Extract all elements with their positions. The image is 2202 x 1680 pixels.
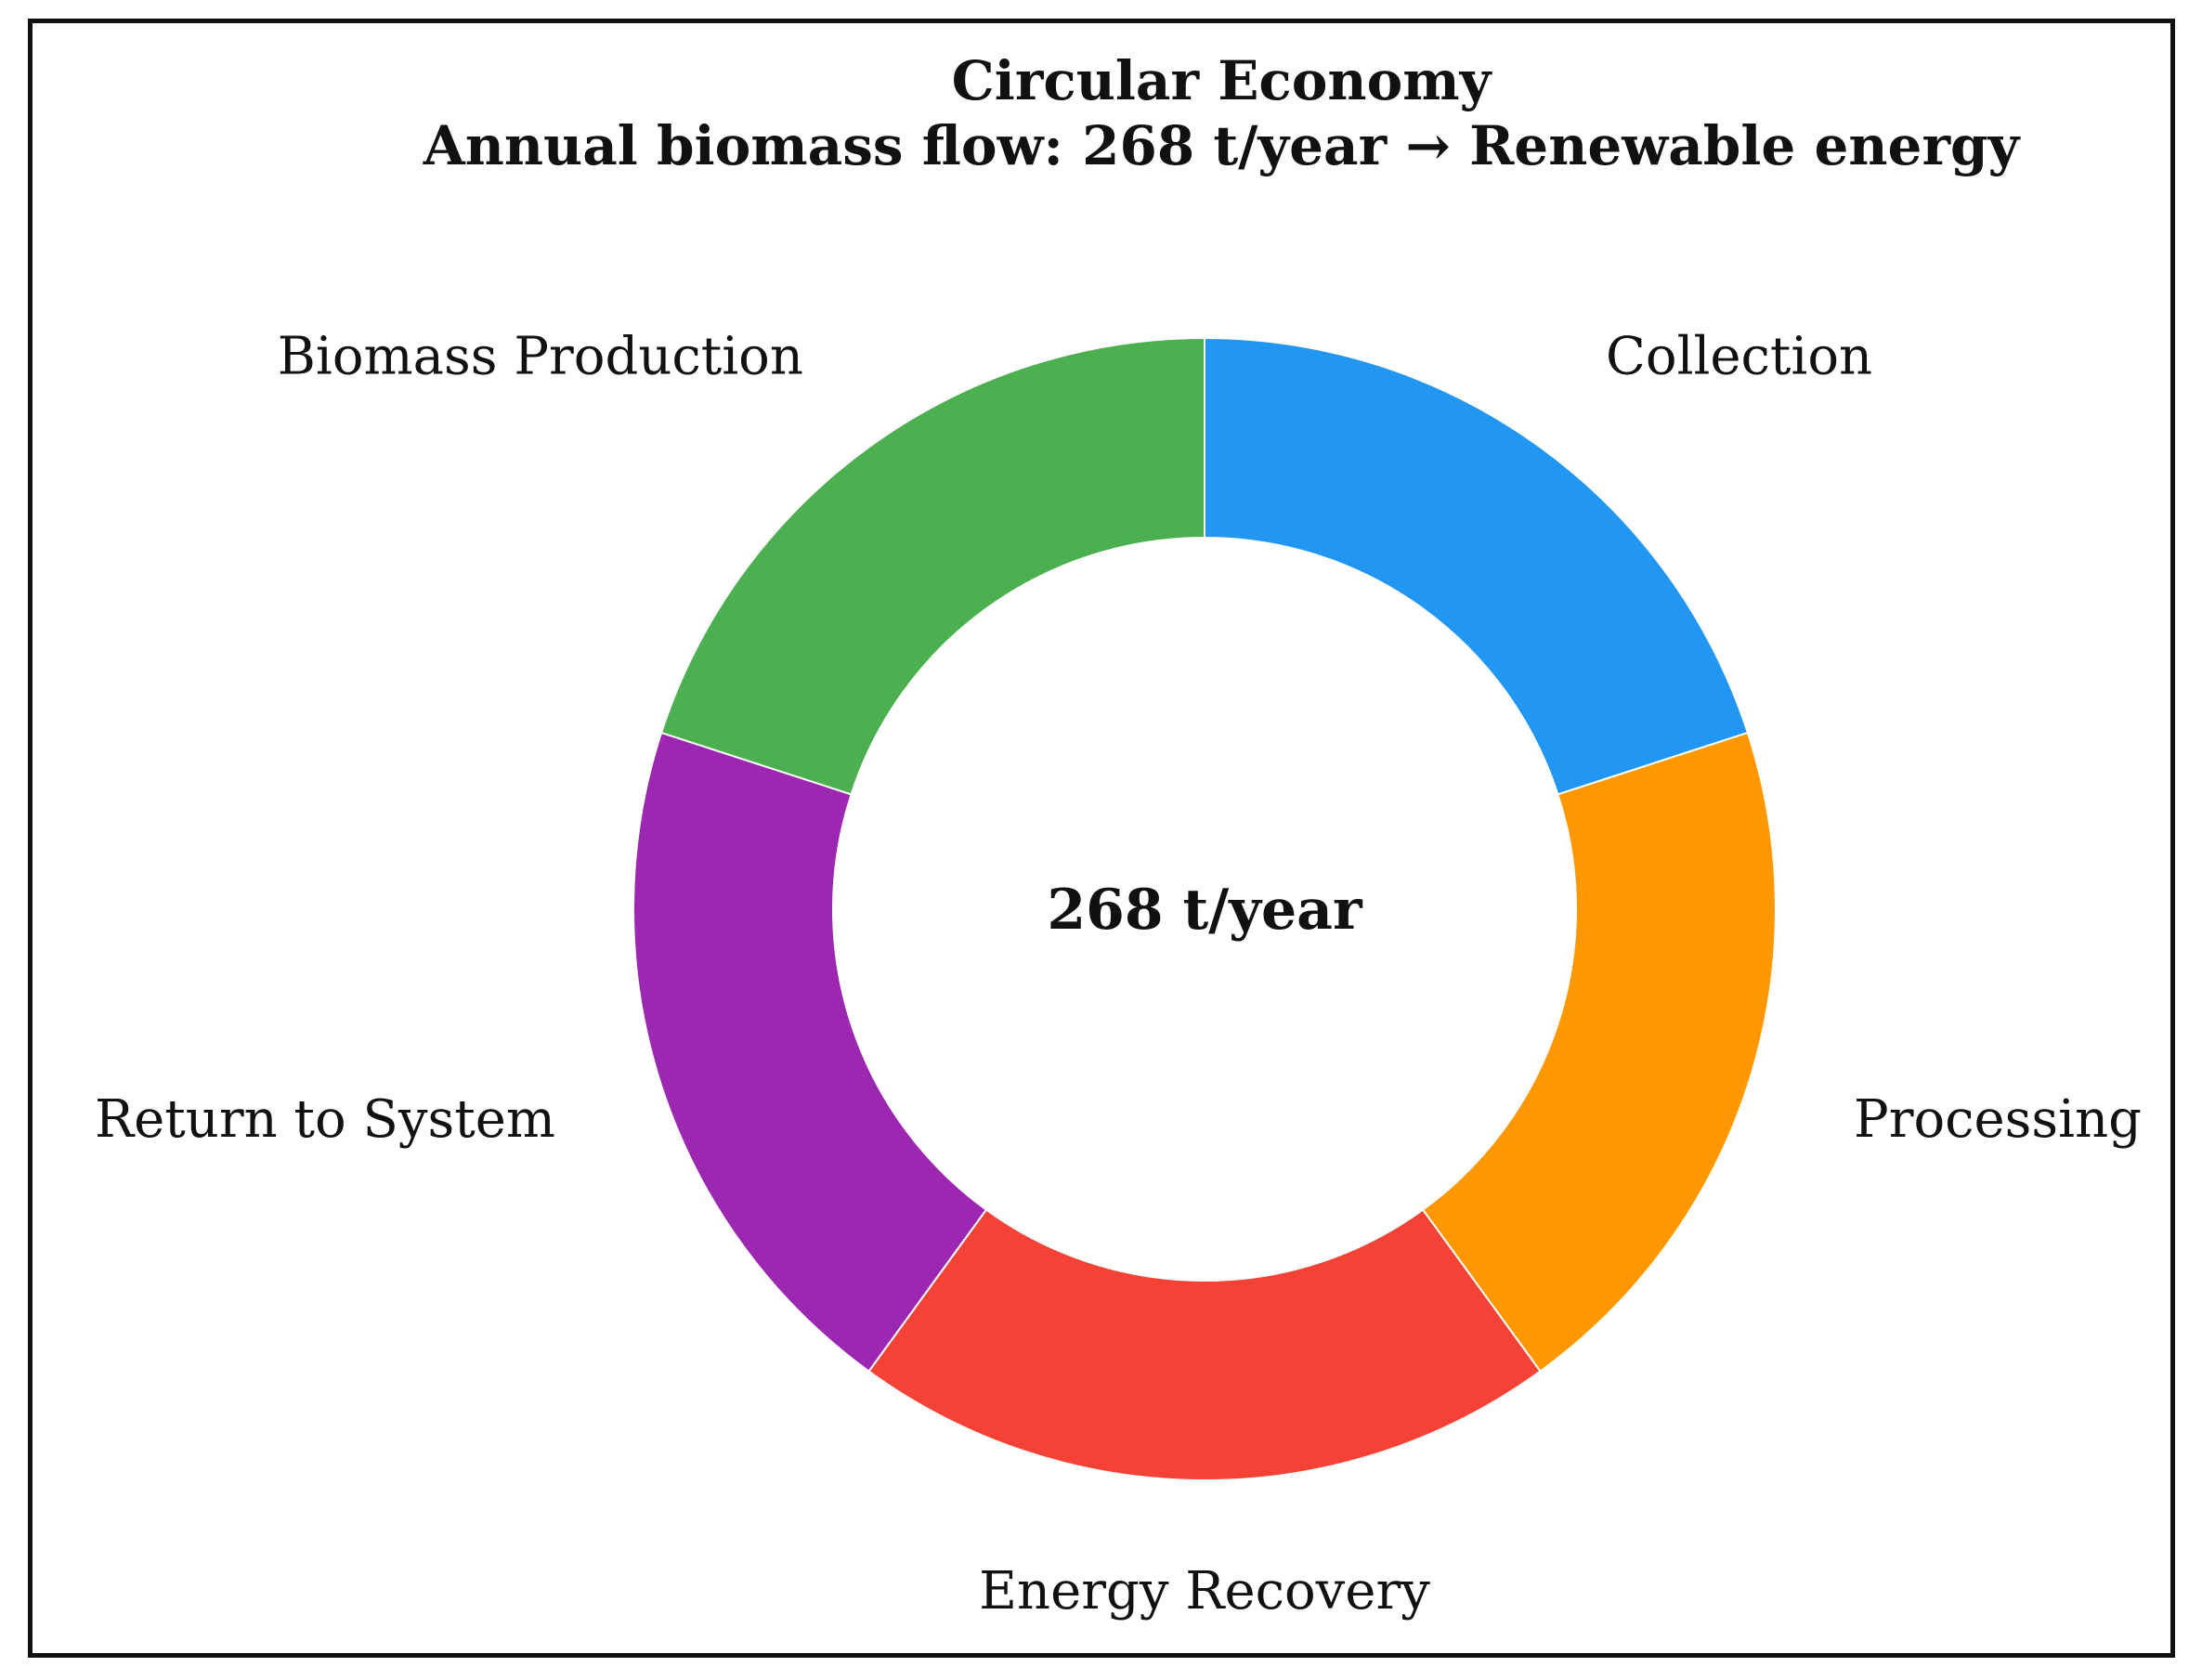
slice-label-energy-recovery: Energy Recovery xyxy=(979,1561,1430,1621)
slice-biomass-production xyxy=(659,336,1205,796)
center-label: 268 t/year xyxy=(1047,878,1363,943)
chart-frame: Circular Economy Annual biomass flow: 26… xyxy=(28,19,2175,1658)
slice-label-processing: Processing xyxy=(1854,1089,2142,1150)
chart-title: Circular Economy xyxy=(952,49,1493,112)
slice-processing xyxy=(1421,731,1777,1373)
slice-collection xyxy=(1204,336,1750,796)
donut-slices xyxy=(632,336,1777,1482)
slice-label-return-to-system: Return to System xyxy=(95,1089,555,1150)
slice-label-collection: Collection xyxy=(1606,326,1872,386)
slice-return-to-system xyxy=(632,731,988,1373)
slice-label-biomass-production: Biomass Production xyxy=(278,326,803,386)
donut-chart: Circular Economy Annual biomass flow: 26… xyxy=(95,49,2142,1621)
slice-energy-recovery xyxy=(867,1208,1542,1482)
chart-subtitle: Annual biomass flow: 268 t/year → Renewa… xyxy=(423,114,2022,177)
slice-labels: Collection Processing Energy Recovery Retur… xyxy=(95,326,2142,1621)
